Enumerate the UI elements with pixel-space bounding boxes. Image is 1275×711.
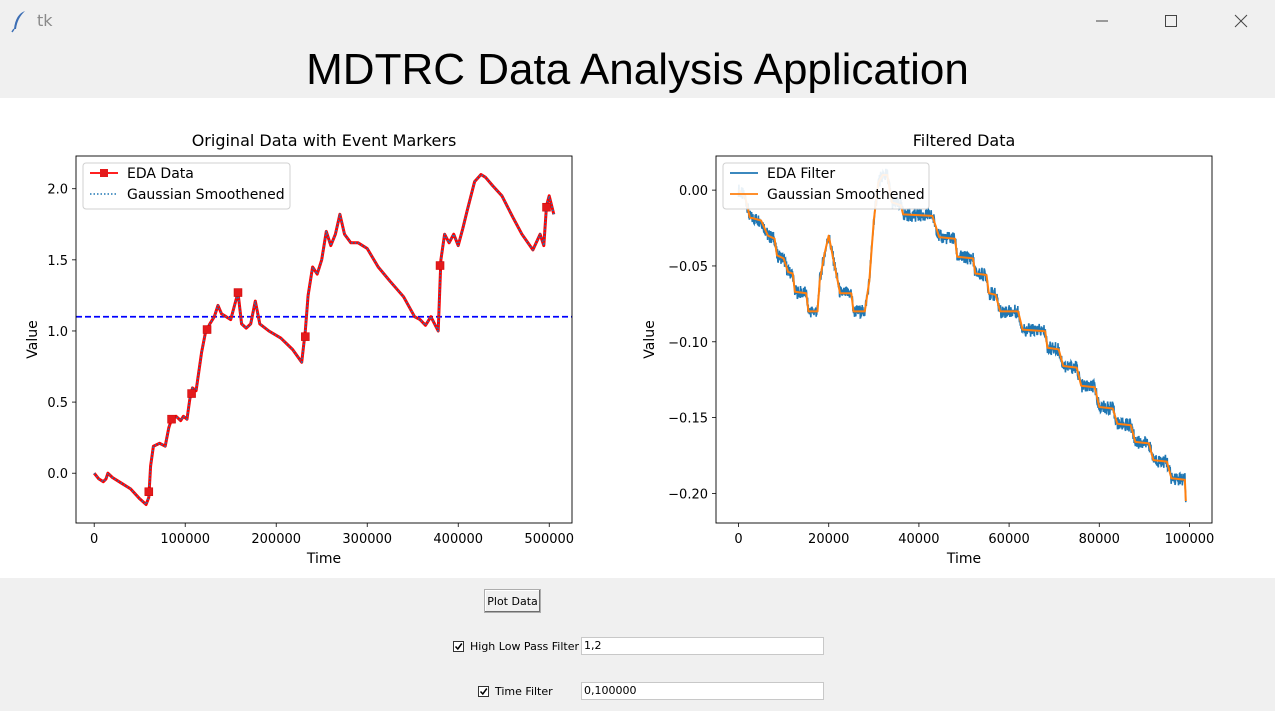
window-title: tk bbox=[37, 11, 53, 30]
plot-series bbox=[76, 173, 572, 506]
legend-label: EDA Filter bbox=[767, 166, 835, 182]
gaussian-smoothened-line bbox=[737, 174, 1187, 502]
window-titlebar: tk bbox=[0, 0, 1275, 42]
time-filter-input[interactable]: 0,100000 bbox=[581, 682, 824, 700]
y-tick-label: 2.0 bbox=[47, 183, 68, 198]
time-filter-label: Time Filter bbox=[495, 685, 553, 698]
legend-box bbox=[82, 162, 291, 210]
maximize-button[interactable] bbox=[1137, 0, 1205, 42]
checkmark-icon bbox=[454, 643, 463, 651]
x-tick-label: 60000 bbox=[988, 532, 1029, 547]
y-tick-label: −0.10 bbox=[668, 336, 708, 351]
plot-canvas: Original Data with Event Markers Time Valu… bbox=[0, 98, 1275, 578]
x-tick-label: 100000 bbox=[160, 532, 210, 547]
gaussian-smoothened-line bbox=[93, 173, 555, 506]
high-low-filter-label: High Low Pass Filter bbox=[470, 640, 580, 653]
chart-1: Original Data with Event Markers Time Valu… bbox=[25, 131, 574, 567]
x-tick-label: 0 bbox=[90, 532, 98, 547]
y-tick-label: 0.00 bbox=[679, 184, 708, 199]
y-tick-label: 0.0 bbox=[47, 467, 68, 482]
minimize-icon bbox=[1096, 20, 1108, 22]
x-tick-label: 0 bbox=[734, 532, 742, 547]
control-panel: Plot Data High Low Pass Filter 1,2 Time … bbox=[0, 578, 1275, 711]
plot-data-button[interactable]: Plot Data bbox=[484, 589, 541, 613]
x-tick-label: 200000 bbox=[251, 532, 301, 547]
event-marker bbox=[202, 325, 212, 334]
x-axis-label: Time bbox=[306, 551, 341, 567]
feather-icon bbox=[10, 9, 28, 33]
event-marker bbox=[435, 261, 445, 270]
event-marker bbox=[187, 389, 196, 398]
plot-frame bbox=[715, 155, 1213, 524]
x-tick-label: 40000 bbox=[898, 532, 939, 547]
legend: EDA Filter Gaussian Smoothened bbox=[722, 162, 930, 210]
y-axis-label: Value bbox=[25, 320, 41, 358]
y-tick-label: 0.5 bbox=[47, 396, 68, 411]
x-tick-label: 80000 bbox=[1079, 532, 1120, 547]
eda-data-line bbox=[93, 173, 556, 506]
legend: EDA Data Gaussian Smoothened bbox=[82, 162, 291, 210]
charts-svg: Original Data with Event Markers Time Valu… bbox=[25, 131, 1214, 567]
maximize-icon bbox=[1165, 15, 1177, 27]
high-low-filter-checkbox[interactable] bbox=[453, 641, 464, 652]
y-tick-label: 1.0 bbox=[47, 325, 68, 340]
x-tick-label: 400000 bbox=[433, 532, 483, 547]
x-tick-label: 20000 bbox=[808, 532, 849, 547]
x-tick-label: 300000 bbox=[342, 532, 392, 547]
legend-label: Gaussian Smoothened bbox=[127, 187, 285, 203]
legend-label: EDA Data bbox=[127, 166, 194, 182]
legend-label: Gaussian Smoothened bbox=[767, 187, 925, 203]
y-axis-label: Value bbox=[642, 320, 658, 358]
time-filter-checkbox[interactable] bbox=[478, 686, 489, 697]
event-marker bbox=[301, 332, 310, 341]
x-tick-label: 500000 bbox=[524, 532, 574, 547]
close-icon bbox=[1234, 14, 1248, 28]
legend-box bbox=[722, 162, 930, 210]
event-marker bbox=[144, 487, 154, 496]
chart-2: Filtered Data Time Value 0 20000 40000 60000 80… bbox=[642, 131, 1214, 567]
high-low-filter-input[interactable]: 1,2 bbox=[581, 637, 824, 655]
y-tick-label: −0.15 bbox=[668, 412, 708, 427]
chart-title: Filtered Data bbox=[913, 131, 1016, 150]
x-axis-label: Time bbox=[946, 551, 981, 567]
close-button[interactable] bbox=[1207, 0, 1275, 42]
minimize-button[interactable] bbox=[1068, 0, 1136, 42]
y-tick-label: 1.5 bbox=[47, 254, 68, 269]
event-marker bbox=[167, 414, 176, 424]
plot-frame bbox=[75, 155, 573, 524]
app-title: MDTRC Data Analysis Application bbox=[306, 45, 969, 94]
legend-marker bbox=[100, 169, 108, 177]
y-tick-label: −0.05 bbox=[668, 260, 708, 275]
chart-title: Original Data with Event Markers bbox=[192, 131, 457, 150]
checkmark-icon bbox=[479, 688, 488, 696]
x-tick-label: 100000 bbox=[1165, 532, 1215, 547]
y-tick-label: −0.20 bbox=[668, 487, 708, 502]
event-marker bbox=[542, 202, 551, 212]
eda-filter-line bbox=[737, 168, 1187, 503]
plot-series bbox=[737, 168, 1187, 503]
event-marker bbox=[233, 288, 243, 297]
